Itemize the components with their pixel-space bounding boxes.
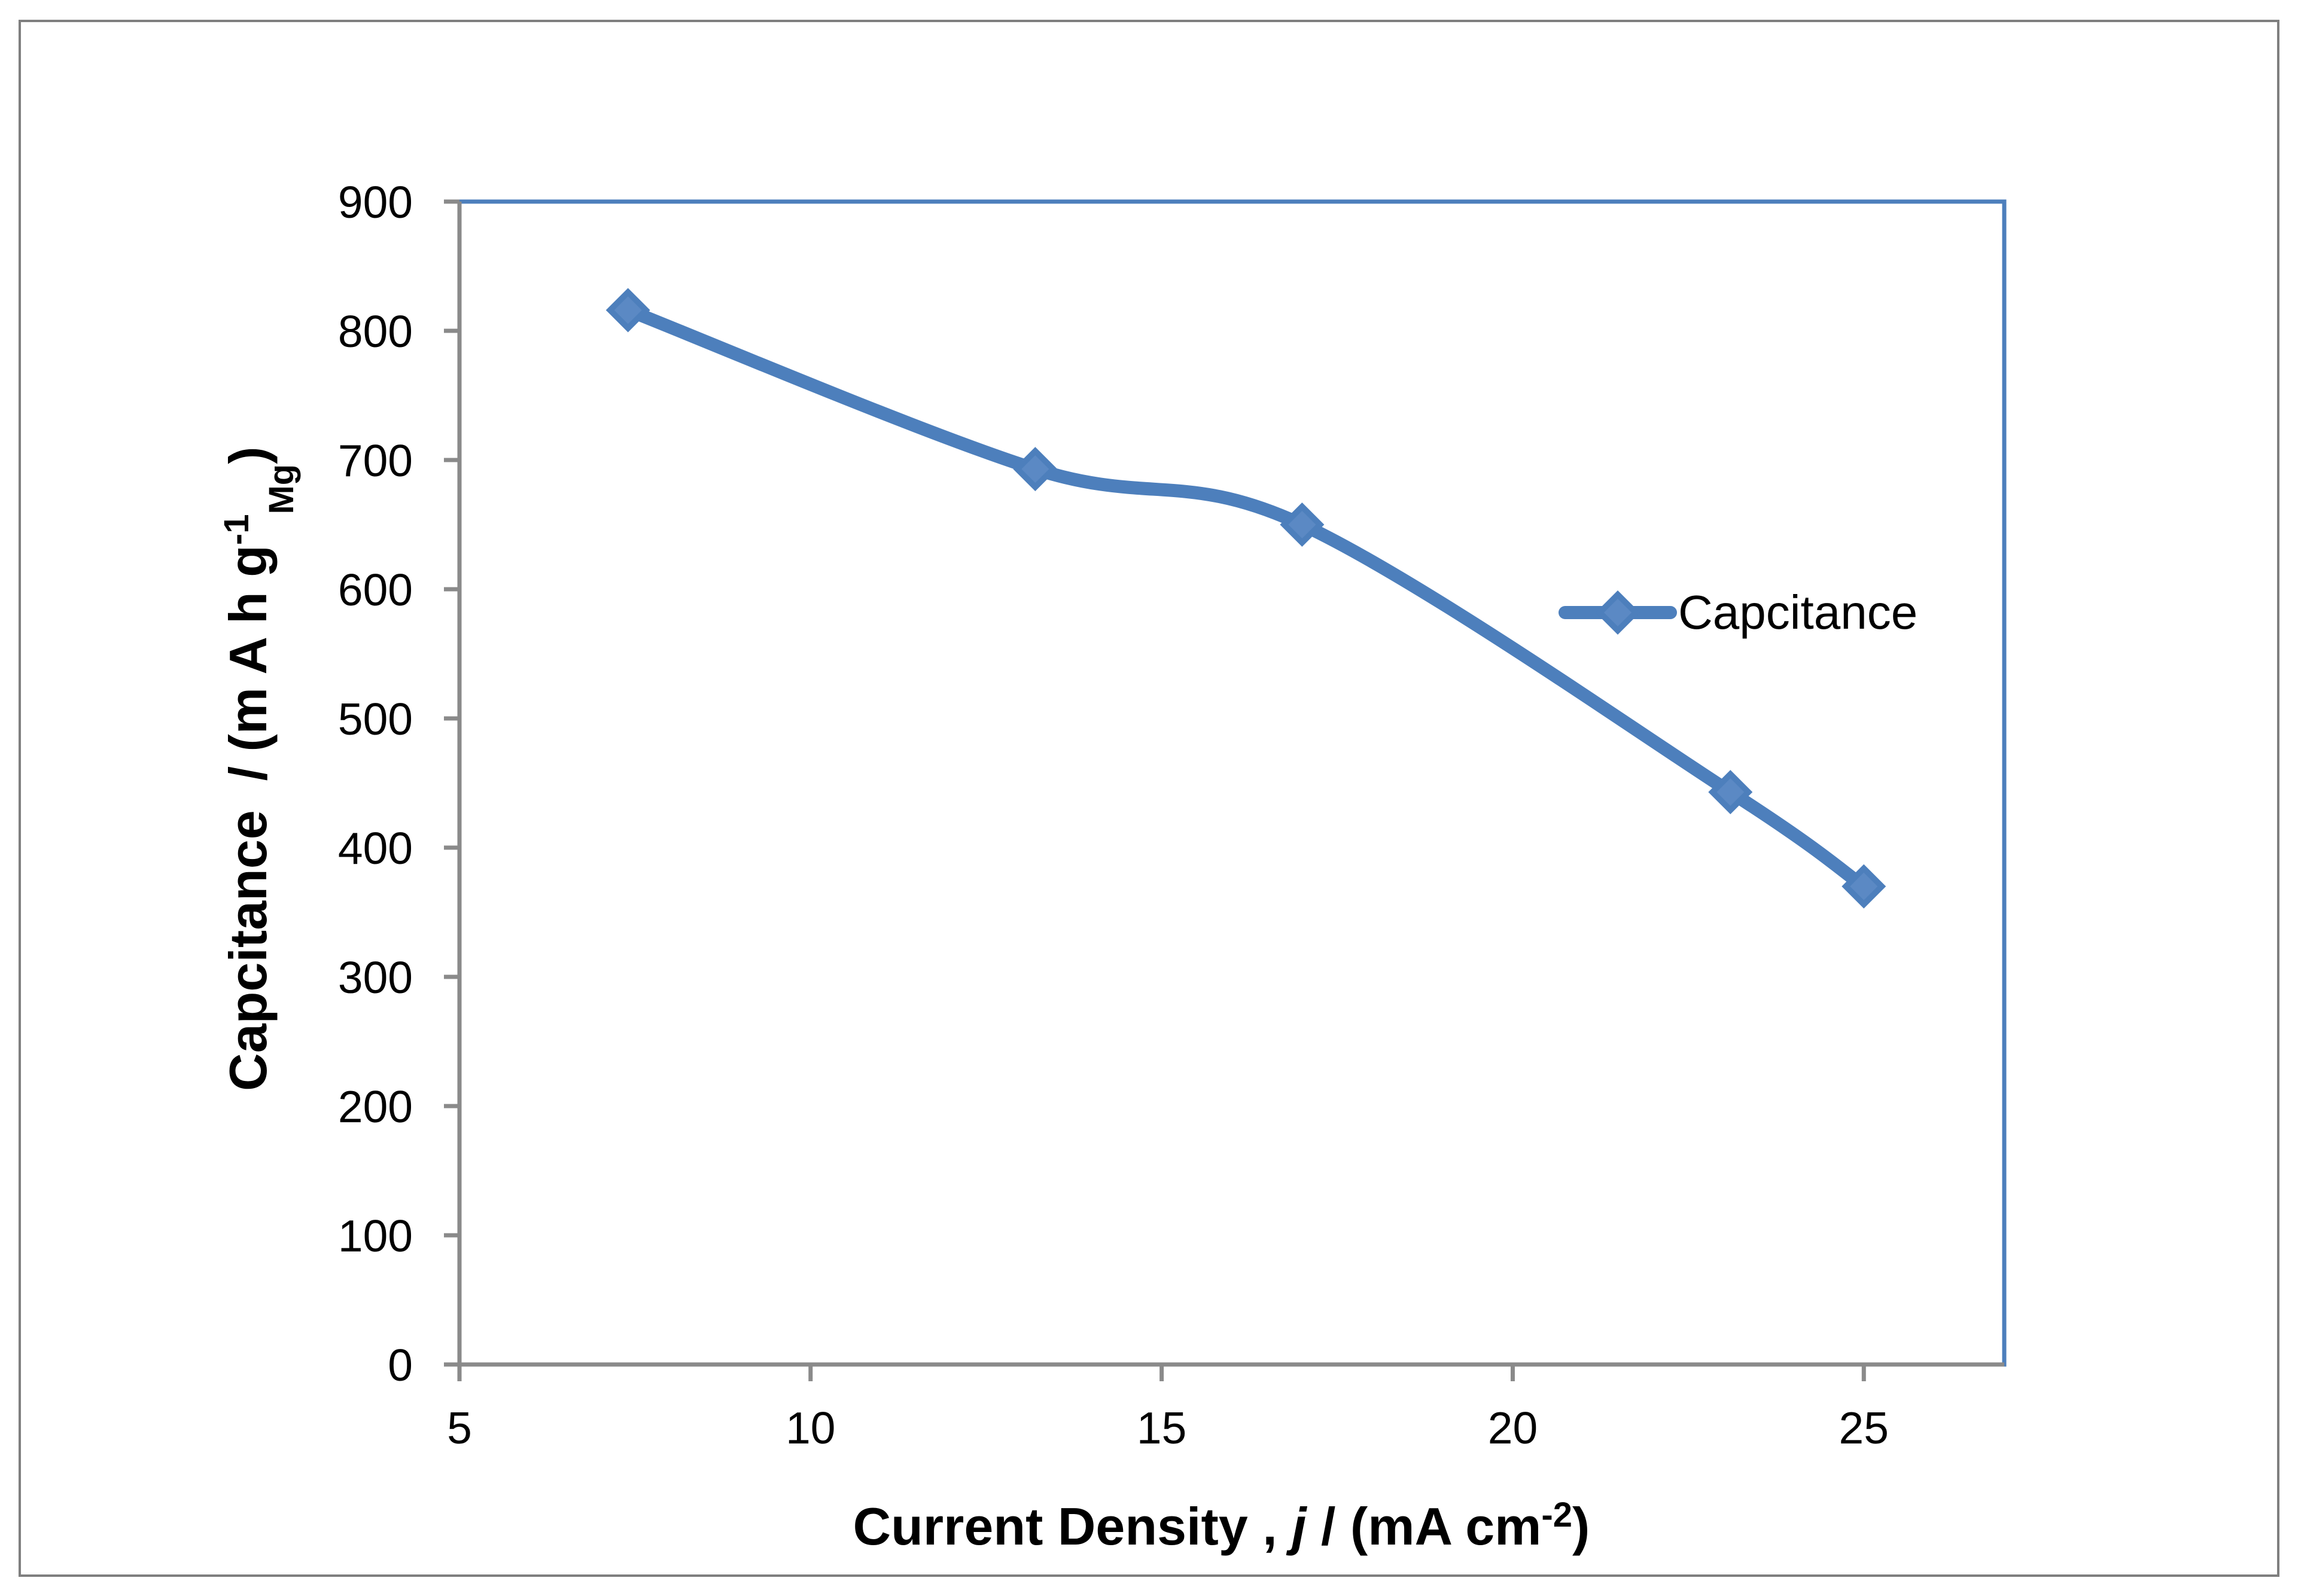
x-axis-tick-label: 15 xyxy=(1137,1403,1186,1453)
y-axis-tick-label: 0 xyxy=(388,1340,413,1390)
x-axis-tick-label: 5 xyxy=(447,1403,472,1453)
x-axis-tick-label: 25 xyxy=(1839,1403,1889,1453)
x-axis-title-main: Current Density , xyxy=(853,1497,1292,1556)
y-axis-tick-label: 800 xyxy=(338,306,413,357)
figure-border xyxy=(19,20,2279,1577)
x-axis-title: Current Density , j / (mA cm-2) xyxy=(750,1496,1663,1556)
y-axis-tick-label: 600 xyxy=(338,565,413,615)
data-point-marker-inner xyxy=(1716,778,1745,806)
y-axis-tick-label: 100 xyxy=(338,1211,413,1261)
y-axis-title-superscript: -1 xyxy=(217,514,256,546)
legend: Capcitance xyxy=(1559,586,1917,639)
x-axis-tick-label: 10 xyxy=(786,1403,835,1453)
x-axis-title-close: ) xyxy=(1572,1497,1590,1556)
y-axis-tick-label: 700 xyxy=(338,435,413,486)
y-axis-title-subscript: Mg xyxy=(262,464,301,514)
data-point-marker-inner xyxy=(614,296,642,324)
y-axis-tick-label: 200 xyxy=(338,1082,413,1132)
y-axis-tick-label: 500 xyxy=(338,694,413,744)
y-axis-title: Capcitance / (m A h g-1Mg) xyxy=(217,373,301,1193)
y-axis-title-close: ) xyxy=(218,446,278,464)
legend-label: Capcitance xyxy=(1678,586,1917,639)
y-axis-tick-label: 400 xyxy=(338,823,413,873)
data-point-marker-inner xyxy=(1288,511,1316,538)
data-series-layer xyxy=(605,288,1886,909)
data-point-marker-inner xyxy=(1850,872,1878,900)
axes-layer: 0 100 200 300 400 500 600 700 800 900 5 10 15 20 25 xyxy=(338,177,2004,1453)
plot-area-border xyxy=(457,199,2007,1367)
x-axis-title-units: / (mA cm xyxy=(1307,1497,1542,1556)
y-axis-tick-label: 900 xyxy=(338,177,413,227)
legend-marker-diamond-inner xyxy=(1604,599,1632,626)
y-axis-title-main: Capcitance / (m A h g xyxy=(218,545,278,1091)
data-point-marker-inner xyxy=(1021,455,1049,483)
x-axis-tick-label: 20 xyxy=(1488,1403,1538,1453)
y-axis-tick-label: 300 xyxy=(338,952,413,1003)
x-axis-title-superscript: -2 xyxy=(1541,1496,1572,1534)
